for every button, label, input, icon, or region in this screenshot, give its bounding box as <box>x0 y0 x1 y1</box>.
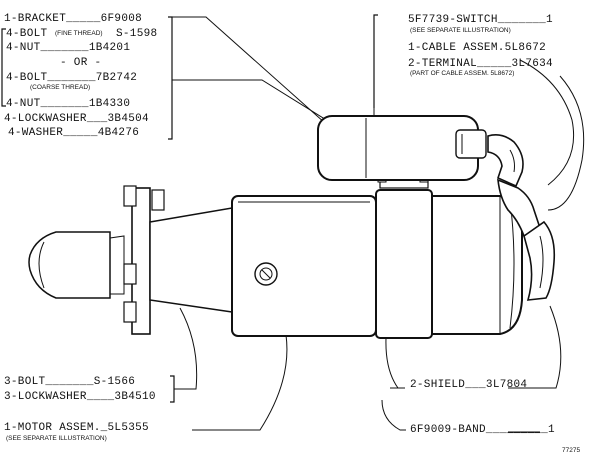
right-label-block: 5F7739-SWITCH_______1 (SEE SEPARATE ILLU… <box>373 14 553 108</box>
leader-terminal <box>547 75 585 211</box>
switch-cap <box>455 129 487 159</box>
label-terminal-note: (PART OF CABLE ASSEM. 5L8672) <box>410 70 514 77</box>
label-lockwasher-3: 3-LOCKWASHER____3B4510 <box>4 391 156 403</box>
label-shield: 2-SHIELD___3L7804 <box>410 379 527 391</box>
label-motor-note: (SEE SEPARATE ILLUSTRATION) <box>6 435 107 442</box>
label-cable: 1-CABLE ASSEM.5L8672 <box>408 42 546 54</box>
label-washer: 4-WASHER_____4B4276 <box>8 127 139 139</box>
band <box>375 171 433 339</box>
label-bolt-fine: 4-BOLT <box>6 28 48 40</box>
leader-cable <box>519 59 575 186</box>
label-bracket: 1-BRACKET_____6F9008 <box>4 13 142 25</box>
commutator-end <box>431 195 523 335</box>
cable-shield <box>487 134 556 301</box>
label-bolt-fine-note: (FINE THREAD) <box>55 30 103 37</box>
drive-housing <box>28 231 125 299</box>
label-terminal: 2-TERMINAL_____3L7634 <box>408 58 553 70</box>
left-block-bracket <box>168 16 173 140</box>
label-bolt-fine-part: S-1598 <box>116 28 157 40</box>
leader-band <box>385 337 399 389</box>
label-nut-1: 4-NUT_______1B4201 <box>6 42 130 54</box>
label-band: 6F9009-BAND_________1 <box>410 424 555 436</box>
label-lockwasher-1: 4-LOCKWASHER___3B4504 <box>4 113 149 125</box>
label-switch-note: (SEE SEPARATE ILLUSTRATION) <box>410 27 511 34</box>
leader-band-2 <box>381 399 406 431</box>
left-label-block: 1-BRACKET_____6F9008 4-BOLT (FINE THREAD… <box>1 13 173 140</box>
figure-number: 77275 <box>562 447 580 454</box>
bottom-left-bracket <box>170 375 175 403</box>
leader-bolt-3 <box>174 307 198 390</box>
group-bracket-line <box>1 28 6 107</box>
label-nut-2: 4-NUT_______1B4330 <box>6 98 130 110</box>
label-or: - OR - <box>60 57 101 69</box>
leader-shield <box>508 305 562 389</box>
label-bolt-coarse-note: (COARSE THREAD) <box>30 84 90 91</box>
label-bolt-3: 3-BOLT_______S-1566 <box>4 376 135 388</box>
label-switch: 5F7739-SWITCH_______1 <box>408 14 553 26</box>
bottom-label-block: 3-BOLT_______S-1566 3-LOCKWASHER____3B45… <box>4 375 580 454</box>
leader-motor <box>192 334 288 431</box>
solenoid-switch <box>317 115 487 181</box>
label-motor: 1-MOTOR ASSEM._5L5355 <box>4 422 149 434</box>
label-bolt-coarse: 4-BOLT_______7B2742 <box>6 72 137 84</box>
motor-body <box>231 195 377 337</box>
drive-frame <box>149 207 233 313</box>
right-block-bracket <box>373 14 378 108</box>
